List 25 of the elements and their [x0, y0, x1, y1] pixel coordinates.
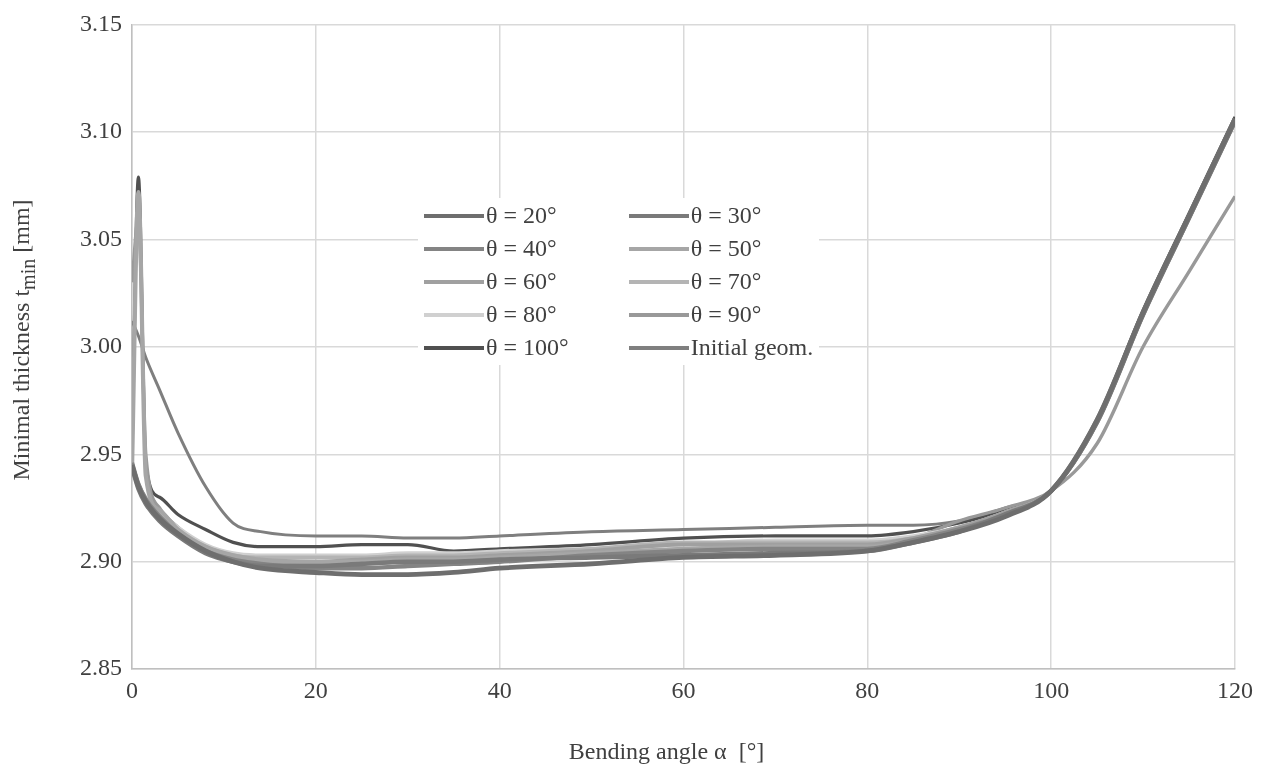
- legend-label: Initial geom.: [690, 334, 814, 361]
- x-tick-label: 60: [671, 676, 696, 703]
- legend-label: θ = 60°: [486, 268, 557, 295]
- legend-label: θ = 90°: [690, 301, 762, 328]
- y-tick-label: 2.95: [80, 439, 122, 466]
- x-tick-label: 40: [487, 676, 512, 703]
- legend-label: θ = 20°: [486, 202, 557, 229]
- x-tick-label: 20: [303, 676, 328, 703]
- legend-label: θ = 50°: [690, 235, 762, 262]
- legend-label: θ = 40°: [486, 235, 557, 262]
- legend-label: θ = 80°: [486, 301, 557, 328]
- y-tick-label: 3.15: [80, 9, 122, 36]
- legend-label: θ = 30°: [690, 202, 762, 229]
- y-tick-label: 3.05: [80, 224, 122, 251]
- x-tick-label: 0: [126, 676, 138, 703]
- x-tick-label: 120: [1217, 676, 1253, 703]
- legend-label: θ = 100°: [486, 334, 569, 361]
- legend-label: θ = 70°: [690, 268, 762, 295]
- y-tick-label: 3.10: [80, 117, 122, 144]
- y-tick-label: 2.85: [80, 654, 122, 681]
- y-tick-label: 2.90: [80, 547, 122, 574]
- y-tick-label: 3.00: [80, 332, 122, 359]
- x-tick-label: 80: [855, 676, 880, 703]
- x-tick-label: 100: [1033, 676, 1070, 703]
- x-axis-title: Bending angle α [°]: [567, 738, 766, 765]
